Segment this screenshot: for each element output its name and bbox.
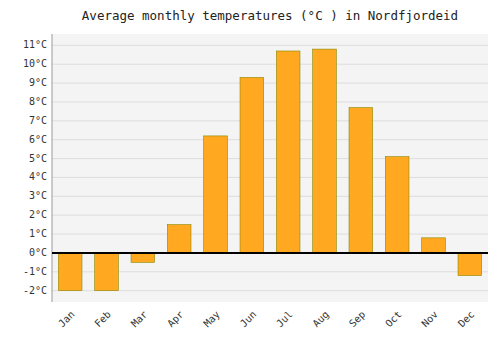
grid-line: [52, 158, 488, 159]
bar: [276, 51, 300, 253]
x-tick-label: Feb: [92, 309, 113, 330]
x-tick-label: Sep: [347, 309, 368, 330]
y-tick-label: 9°C: [29, 77, 47, 88]
y-tick-label: 6°C: [29, 134, 47, 145]
grid-line: [52, 177, 488, 178]
y-tick-label: -2°C: [23, 285, 47, 296]
grid-line: [52, 196, 488, 197]
x-tick-label: Oct: [383, 309, 404, 330]
y-tick-label: 2°C: [29, 209, 47, 220]
chart-container: -2°C -1°C 0°C 1°C 2°C 3°C 4°C 5°C 6°C 7°C 8°C 9°C 10…: [0, 0, 500, 350]
y-tick-label: 8°C: [29, 96, 47, 107]
y-tick-label: 7°C: [29, 115, 47, 126]
x-tick-label: May: [201, 309, 222, 330]
x-tick-label: Dec: [456, 309, 477, 330]
grid-line: [52, 234, 488, 235]
plot-background: [52, 34, 488, 302]
bar: [131, 253, 155, 262]
y-axis-line: [52, 34, 53, 302]
grid-line: [52, 252, 488, 253]
grid-line: [52, 64, 488, 65]
bar: [167, 225, 191, 253]
grid-line: [52, 83, 488, 84]
y-tick-label: 1°C: [29, 228, 47, 239]
chart-svg: -2°C -1°C 0°C 1°C 2°C 3°C 4°C 5°C 6°C 7°C 8°C 9°C 10…: [0, 0, 500, 350]
grid-line: [52, 215, 488, 216]
x-tick-label: Jun: [238, 309, 259, 330]
x-tick-label: Nov: [419, 309, 440, 330]
bar: [313, 49, 337, 253]
grid-line: [52, 139, 488, 140]
grid-line: [52, 101, 488, 102]
title: Average monthly temperatures (°C ) in No…: [82, 8, 458, 23]
grid: [52, 45, 488, 290]
x-tick-label: Jan: [56, 309, 77, 330]
x-tick-label: Jul: [274, 309, 295, 330]
x-tick-label: Mar: [129, 309, 150, 330]
bar: [422, 238, 446, 253]
x-tick-label: Apr: [165, 309, 186, 330]
bar: [58, 253, 82, 291]
bars: [58, 49, 481, 291]
y-tick-label: 5°C: [29, 153, 47, 164]
bar: [95, 253, 119, 291]
bar: [240, 77, 264, 253]
y-tick-label: 10°C: [23, 58, 47, 69]
bar: [458, 253, 482, 276]
y-tick-label: 11°C: [23, 39, 47, 50]
bar: [349, 108, 373, 253]
y-tick-label: 0°C: [29, 247, 47, 258]
y-tick-labels: -2°C -1°C 0°C 1°C 2°C 3°C 4°C 5°C 6°C 7°C 8°C 9°C 10…: [23, 39, 47, 295]
bar: [385, 157, 409, 253]
y-tick-label: -1°C: [23, 266, 47, 277]
bar: [204, 136, 228, 253]
baseline: [52, 252, 488, 254]
grid-line: [52, 120, 488, 121]
x-tick-labels: Jan Feb Mar Apr May Jun Jul Aug Sep Oct Nov Dec: [56, 309, 476, 330]
x-tick-label: Aug: [310, 309, 331, 330]
y-tick-label: 4°C: [29, 171, 47, 182]
grid-line: [52, 45, 488, 46]
y-tick-label: 3°C: [29, 190, 47, 201]
